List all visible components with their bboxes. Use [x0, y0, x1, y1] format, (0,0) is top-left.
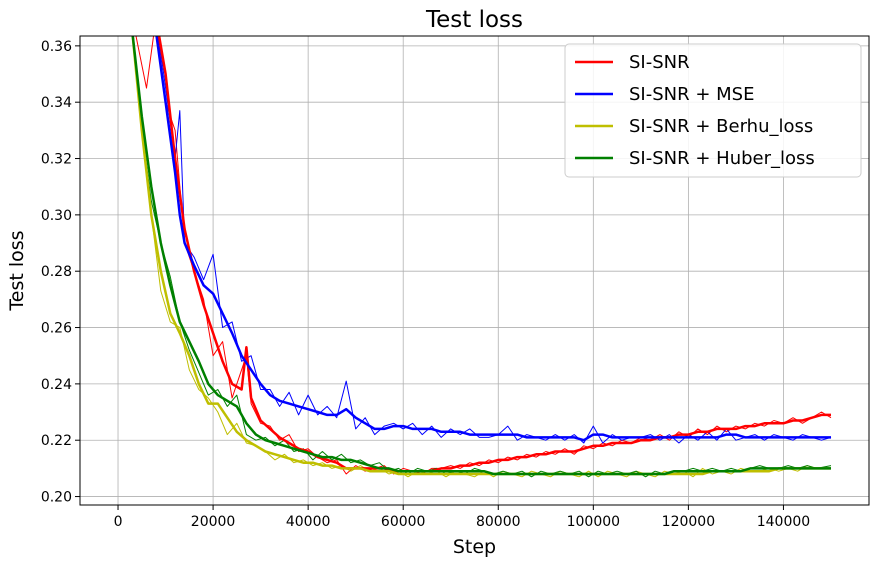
series-line-1 — [155, 36, 831, 442]
smoothed-series-lines — [131, 36, 831, 476]
y-tick-label: 0.22 — [41, 433, 72, 449]
x-tick-label: 100000 — [567, 514, 620, 530]
series-raw-line-3 — [132, 36, 832, 478]
chart-title: Test loss — [425, 7, 523, 33]
series-line-3 — [131, 36, 831, 476]
legend-label-3: SI-SNR + Huber_loss — [629, 148, 815, 169]
x-tick-label: 80000 — [476, 514, 521, 530]
y-tick-label: 0.34 — [41, 95, 72, 111]
y-tick-label: 0.30 — [41, 208, 72, 224]
x-tick-label: 140000 — [757, 514, 810, 530]
x-axis-ticks: 0 20000 40000 60000 80000 100000 120000 140000 — [114, 505, 810, 530]
x-tick-label: 120000 — [662, 514, 715, 530]
x-tick-label: 0 — [114, 514, 123, 530]
legend-box — [564, 43, 862, 178]
plot-frame — [79, 35, 870, 506]
legend-label-0: SI-SNR — [629, 52, 690, 73]
y-tick-label: 0.26 — [41, 321, 72, 337]
x-tick-label: 20000 — [191, 514, 236, 530]
y-axis-ticks: 0.20 0.22 0.24 0.26 0.28 0.30 0.32 0.34 0.36 — [41, 39, 80, 506]
x-tick-label: 40000 — [286, 514, 331, 530]
legend: SI-SNR SI-SNR + MSE SI-SNR + Berhu_loss SI-… — [564, 43, 862, 178]
y-tick-label: 0.20 — [41, 490, 72, 506]
y-tick-label: 0.24 — [41, 377, 72, 393]
y-tick-label: 0.28 — [41, 264, 72, 280]
legend-label-1: SI-SNR + MSE — [629, 84, 754, 105]
y-axis-label: Test loss — [6, 230, 28, 311]
x-tick-label: 60000 — [381, 514, 426, 530]
legend-label-2: SI-SNR + Berhu_loss — [629, 116, 813, 137]
y-tick-label: 0.36 — [41, 39, 72, 55]
series-raw-line-1 — [157, 36, 832, 444]
x-axis-label: Step — [453, 536, 496, 558]
y-tick-label: 0.32 — [41, 152, 72, 168]
